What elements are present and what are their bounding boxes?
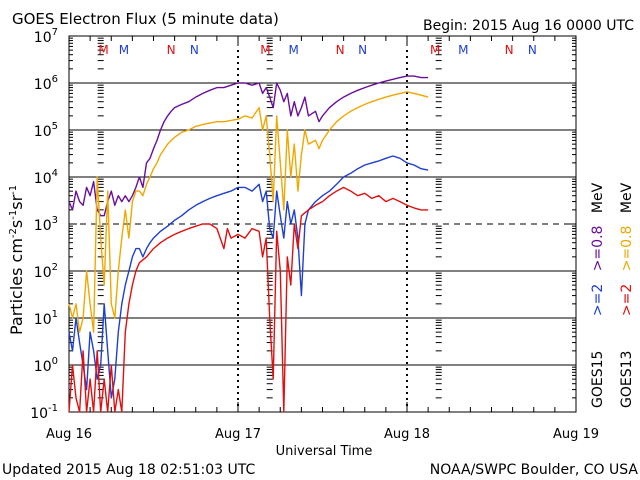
y-tick-label: 10-1: [30, 403, 58, 422]
legend-goes15-gt08: >=0.8: [590, 226, 606, 272]
marker-n: N: [190, 43, 199, 57]
legend-unit-13: MeV: [619, 182, 635, 213]
legend-goes13-gt2: >=2: [619, 284, 635, 316]
chart-title: GOES Electron Flux (5 minute data): [12, 10, 279, 28]
series-lines: [68, 75, 429, 413]
y-minor-ticks: [69, 37, 576, 413]
legend-goes13-row: GOES13 >=2 >=0.8 MeV: [619, 182, 635, 408]
legend-goes15-label: GOES15: [590, 351, 606, 408]
x-tick-label: Aug 19: [553, 427, 599, 442]
marker-n: N: [505, 43, 514, 57]
legend-goes13-label: GOES13: [619, 351, 635, 408]
updated-label: Updated 2015 Aug 18 02:51:03 UTC: [2, 462, 255, 478]
x-axis-title: Universal Time: [276, 444, 373, 459]
x-tick-label: Aug 17: [215, 427, 261, 442]
marker-n: N: [528, 43, 537, 57]
legend-goes15-gt2: >=2: [590, 284, 606, 316]
source-label: NOAA/SWPC Boulder, CO USA: [430, 462, 639, 478]
y-tick-label: 104: [34, 168, 58, 187]
x-tick-labels: Aug 16 Aug 17 Aug 18 Aug 19: [46, 427, 599, 442]
marker-n: N: [358, 43, 367, 57]
y-axis-title: Particles cm-2s-1sr-1: [7, 185, 26, 335]
x-ticks: [68, 36, 577, 412]
legend-goes15-row: GOES15 >=2 >=0.8 MeV: [590, 182, 606, 408]
marker-m: M: [288, 43, 298, 57]
x-tick-label: Aug 16: [46, 427, 92, 442]
y-tick-label: 107: [34, 27, 58, 46]
x-tick-label: Aug 18: [384, 427, 430, 442]
series-line: [68, 91, 429, 333]
y-tick-label: 105: [34, 121, 58, 140]
legend-goes13-gt08: >=0.8: [619, 226, 635, 272]
marker-m: M: [430, 43, 440, 57]
y-tick-label: 106: [34, 74, 58, 93]
y-tick-label: 102: [34, 262, 58, 281]
marker-m: M: [458, 43, 468, 57]
marker-n: N: [167, 43, 176, 57]
y-tick-label: 103: [34, 215, 58, 234]
marker-m: M: [98, 43, 108, 57]
begin-label: Begin: 2015 Aug 16 0000 UTC: [423, 18, 634, 34]
series-line: [68, 75, 429, 217]
y-tick-label: 100: [34, 356, 58, 375]
marker-m: M: [260, 43, 270, 57]
grid-lines: [69, 82, 576, 366]
y-tick-labels: 10-1 100 101 102 103 104 105 106 107: [30, 27, 58, 422]
legend: GOES15 >=2 >=0.8 MeV GOES13 >=2 >=0.8 Me…: [590, 182, 635, 408]
series-line: [68, 155, 429, 399]
y-tick-label: 101: [34, 309, 58, 328]
series-line: [68, 186, 429, 413]
legend-unit-15: MeV: [590, 182, 606, 213]
marker-n: N: [336, 43, 345, 57]
marker-m: M: [119, 43, 129, 57]
